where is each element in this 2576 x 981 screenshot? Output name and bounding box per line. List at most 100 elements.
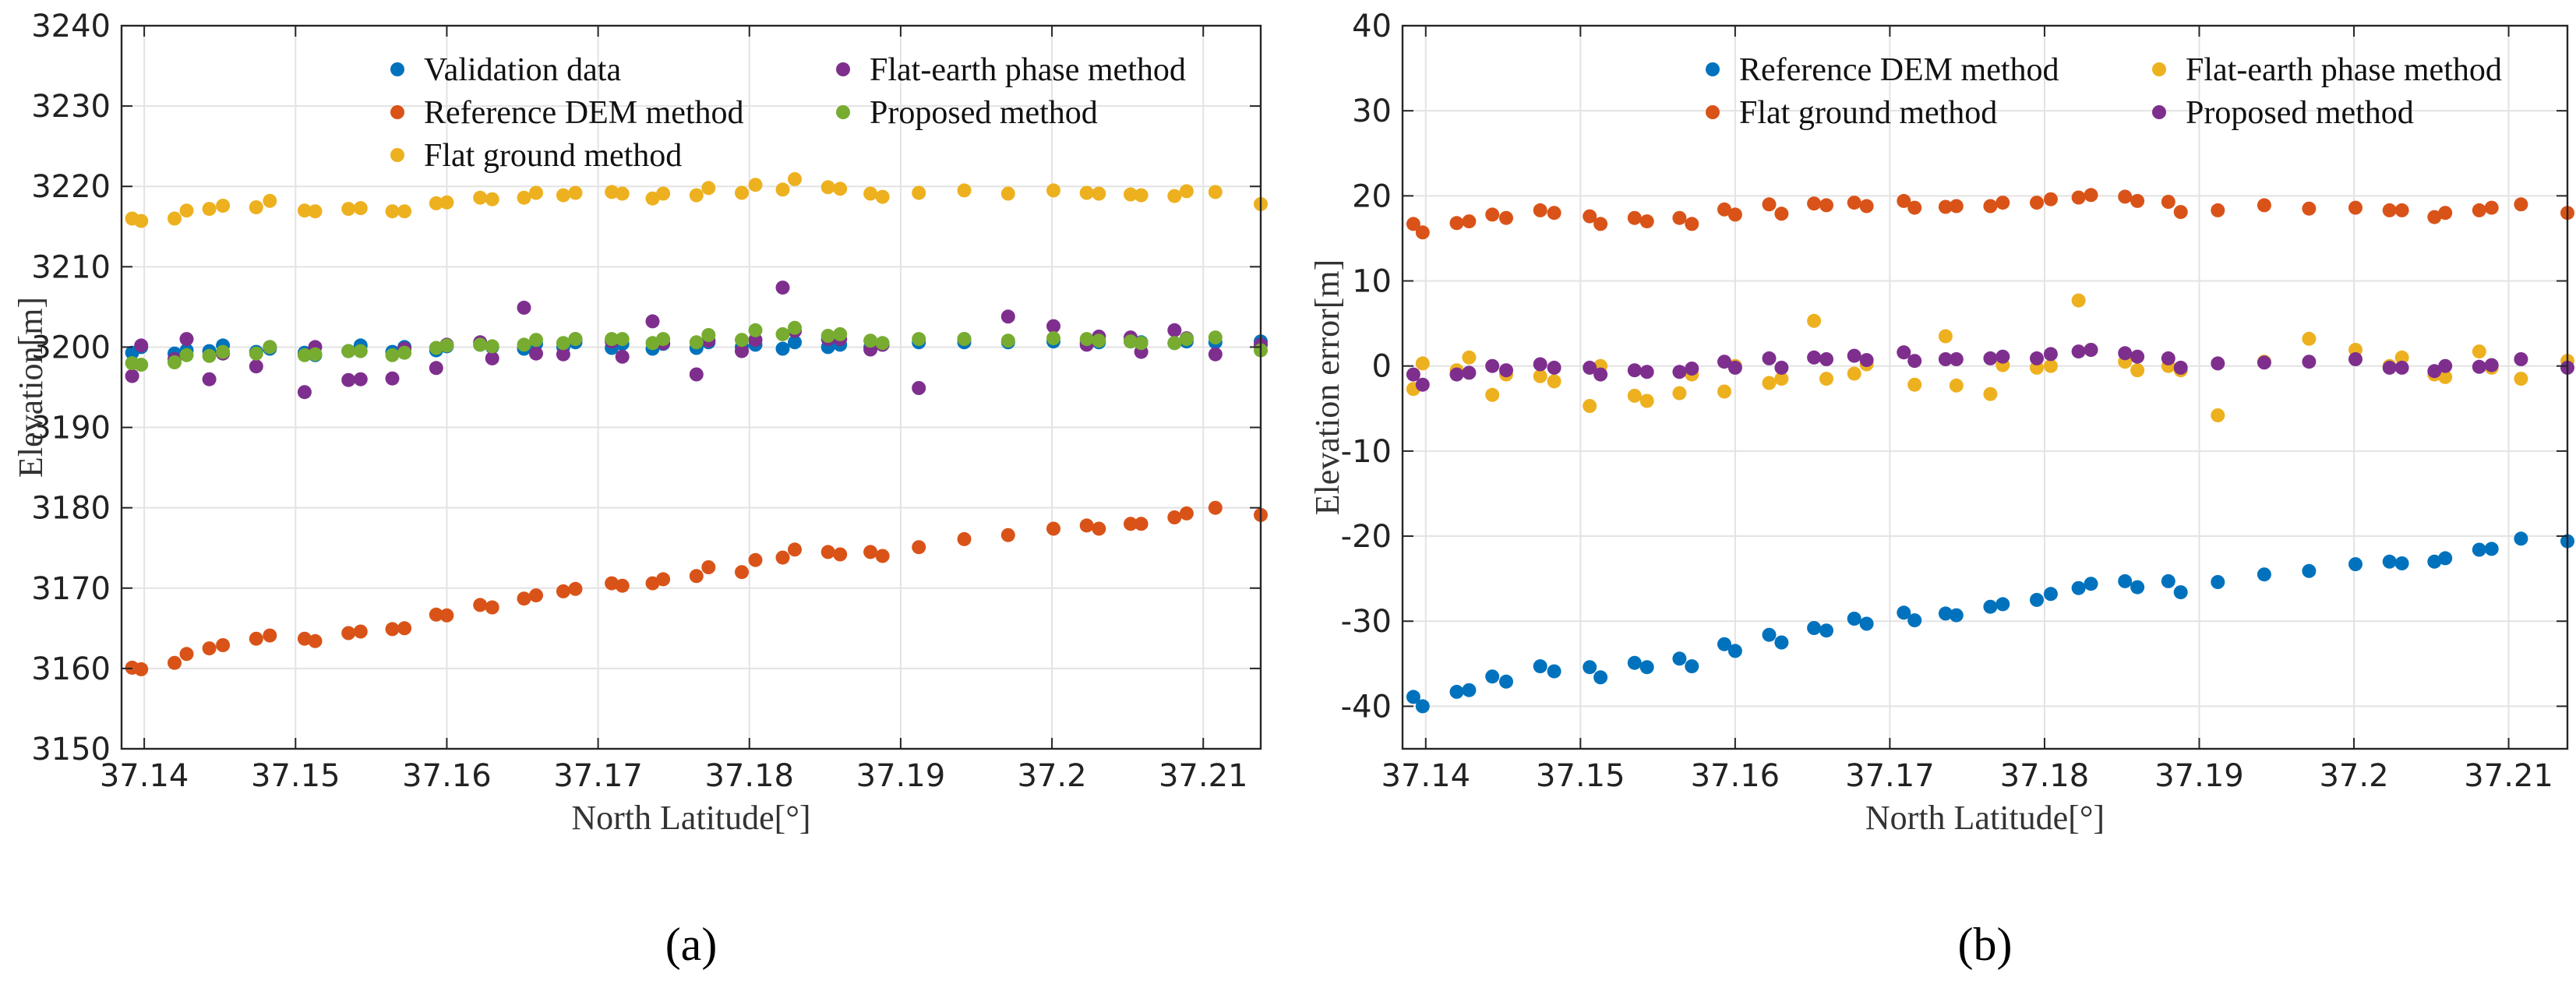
data-point xyxy=(1983,351,1998,365)
data-point xyxy=(775,550,790,565)
data-point xyxy=(529,333,543,348)
data-point xyxy=(439,608,454,623)
data-point xyxy=(439,195,454,210)
x-tick-label: 37.18 xyxy=(2000,758,2090,794)
chart-panel-a: 37.14 37.15 37.16 37.17 37.18 37.19 37.2 37.21 3… xyxy=(12,9,1268,970)
data-point xyxy=(1046,319,1060,333)
data-point xyxy=(2118,346,2133,361)
data-point xyxy=(748,552,763,567)
y-tick-label: 3220 xyxy=(31,169,111,205)
legend-marker xyxy=(390,62,404,76)
series-reference-dem-method xyxy=(1406,531,2574,714)
data-point xyxy=(297,631,312,646)
data-point xyxy=(1819,198,1833,213)
data-point xyxy=(2173,585,2188,600)
data-point xyxy=(1717,202,1731,217)
y-tick-label: -20 xyxy=(1341,519,1392,555)
data-point xyxy=(2438,369,2453,384)
data-point xyxy=(775,341,790,356)
data-point xyxy=(429,361,443,376)
data-point xyxy=(134,662,149,676)
data-point xyxy=(1897,345,1911,360)
y-tick-label: 3160 xyxy=(31,651,111,687)
data-point xyxy=(249,200,263,214)
data-point xyxy=(202,372,217,386)
data-point xyxy=(1627,363,1642,378)
data-point xyxy=(1639,214,1654,229)
data-point xyxy=(1462,350,1477,365)
data-point xyxy=(1533,203,1547,217)
legend-label: Flat ground method xyxy=(1739,95,1997,131)
data-point xyxy=(645,576,660,591)
data-point xyxy=(1983,199,1998,213)
x-tick-label: 37.17 xyxy=(553,758,643,794)
data-point xyxy=(1847,366,1861,381)
data-point xyxy=(2211,575,2225,589)
data-point xyxy=(1859,353,1874,368)
legend: Reference DEM method Flat ground method Fl… xyxy=(1706,52,2502,131)
x-tick-label: 37.2 xyxy=(2319,758,2388,794)
panel-label: (b) xyxy=(1958,919,2013,970)
data-point xyxy=(2348,352,2363,366)
data-point xyxy=(1179,332,1194,347)
series-flat-ground-method xyxy=(125,171,1268,228)
y-tick-label: 3180 xyxy=(31,491,111,527)
data-point xyxy=(1179,184,1194,199)
y-tick-label: 3170 xyxy=(31,571,111,607)
data-point xyxy=(1092,186,1106,201)
data-point xyxy=(308,347,323,362)
legend-label: Validation data xyxy=(424,52,621,88)
data-point xyxy=(912,185,926,200)
data-point xyxy=(1983,599,1998,614)
data-point xyxy=(2071,190,2086,205)
y-tick-label: 3200 xyxy=(31,330,111,365)
data-point xyxy=(775,281,790,295)
data-point xyxy=(1627,388,1642,403)
data-point xyxy=(556,347,570,362)
data-point xyxy=(202,202,217,217)
data-point xyxy=(1717,637,1731,651)
data-point xyxy=(1938,329,1953,344)
data-point xyxy=(1717,355,1731,369)
data-point xyxy=(353,624,368,639)
data-point xyxy=(2211,356,2225,371)
data-point xyxy=(2472,542,2486,557)
data-point xyxy=(1092,333,1106,348)
data-point xyxy=(249,359,263,374)
data-point xyxy=(2484,542,2499,556)
data-point xyxy=(1415,699,1430,714)
data-point xyxy=(1124,334,1138,349)
data-point xyxy=(1774,360,1789,375)
data-point xyxy=(2394,556,2409,570)
data-point xyxy=(2071,293,2086,308)
data-point xyxy=(656,572,671,587)
data-point xyxy=(1179,506,1194,520)
data-point xyxy=(485,600,499,615)
plot-area xyxy=(1403,26,2567,749)
data-point xyxy=(1167,189,1182,203)
data-point xyxy=(1593,217,1608,231)
data-point xyxy=(2211,203,2225,217)
data-point xyxy=(1717,384,1731,399)
data-point xyxy=(2030,351,2044,365)
data-point xyxy=(125,369,139,383)
data-point xyxy=(473,337,488,352)
data-point xyxy=(2302,355,2317,369)
data-point xyxy=(1949,352,1964,366)
data-point xyxy=(2514,197,2528,212)
data-point xyxy=(833,182,848,196)
data-point xyxy=(517,591,531,606)
grid-lines xyxy=(1403,25,2567,749)
y-tick-label: -10 xyxy=(1341,434,1392,470)
data-point xyxy=(775,182,790,197)
x-tick-label: 37.2 xyxy=(1018,758,1087,794)
data-point xyxy=(1462,683,1477,697)
data-point xyxy=(1685,362,1699,376)
data-point xyxy=(957,531,972,546)
data-point xyxy=(1547,206,1561,221)
data-point xyxy=(263,340,277,355)
y-axis-label: Elevation error[m] xyxy=(1308,259,1346,516)
data-point xyxy=(2427,364,2442,379)
data-point xyxy=(1406,367,1420,382)
